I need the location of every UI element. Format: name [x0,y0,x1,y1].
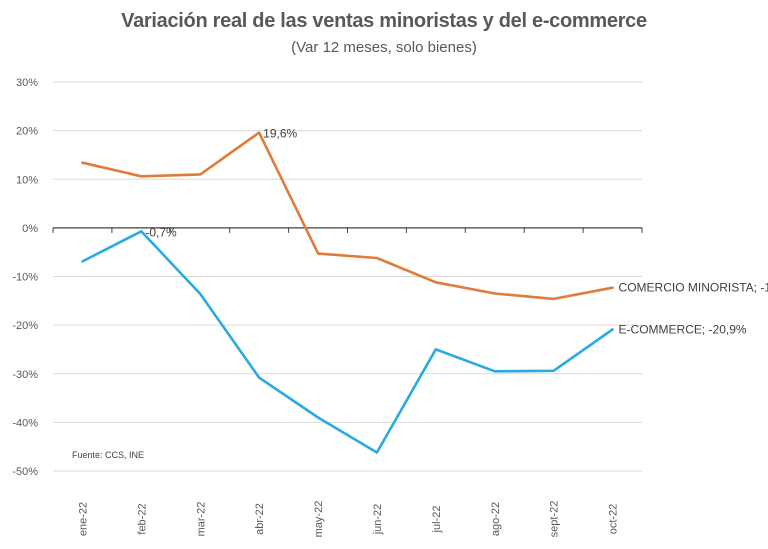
series-end-label: E-COMMERCE; -20,9% [619,323,747,337]
data-annotation: 19,6% [263,127,297,141]
x-tick-label: feb-22 [136,503,148,534]
y-axis-ticks: 30% 20% 10% 0% -10% -20% -30% -40% -50% [12,77,38,478]
series-line-e-commerce [81,230,614,454]
y-tick-label: 0% [22,223,38,235]
x-tick-label: mar-22 [195,502,207,537]
y-tick-label: -50% [12,466,38,478]
y-tick-label: 10% [16,174,38,186]
data-labels: COMERCIO MINORISTA; -12,3% E-COMMERCE; -2… [145,127,768,337]
source-note: Fuente: CCS, INE [72,450,144,460]
x-tick-label: jul-22 [431,506,443,534]
x-tick-label: abr-22 [254,503,266,535]
series-line-comercio-minorista [81,131,614,301]
y-tick-label: -20% [12,320,38,332]
x-tick-label: jun-22 [372,504,384,536]
y-tick-label: -10% [12,272,38,284]
y-tick-label: -30% [12,369,38,381]
gridlines [53,81,642,472]
y-tick-label: -40% [12,417,38,429]
x-tick-label: oct-22 [608,504,620,535]
series-end-label: COMERCIO MINORISTA; -12,3% [619,281,768,295]
chart-subtitle: (Var 12 meses, solo bienes) [291,39,477,56]
x-tick-label: may-22 [313,501,325,538]
data-annotation: -0,7% [145,225,177,239]
x-tick-label: ene-22 [77,502,89,536]
y-tick-label: 30% [16,77,38,89]
x-tick-label: sept-22 [549,501,561,538]
x-axis-ticks: ene-22 feb-22 mar-22 abr-22 may-22 jun-22 jul-… [77,501,619,538]
x-axis [52,227,643,233]
series-lines [81,131,614,454]
y-tick-label: 20% [16,126,38,138]
chart-title: Variación real de las ventas minoristas … [121,10,647,32]
x-tick-label: ago-22 [490,502,502,536]
